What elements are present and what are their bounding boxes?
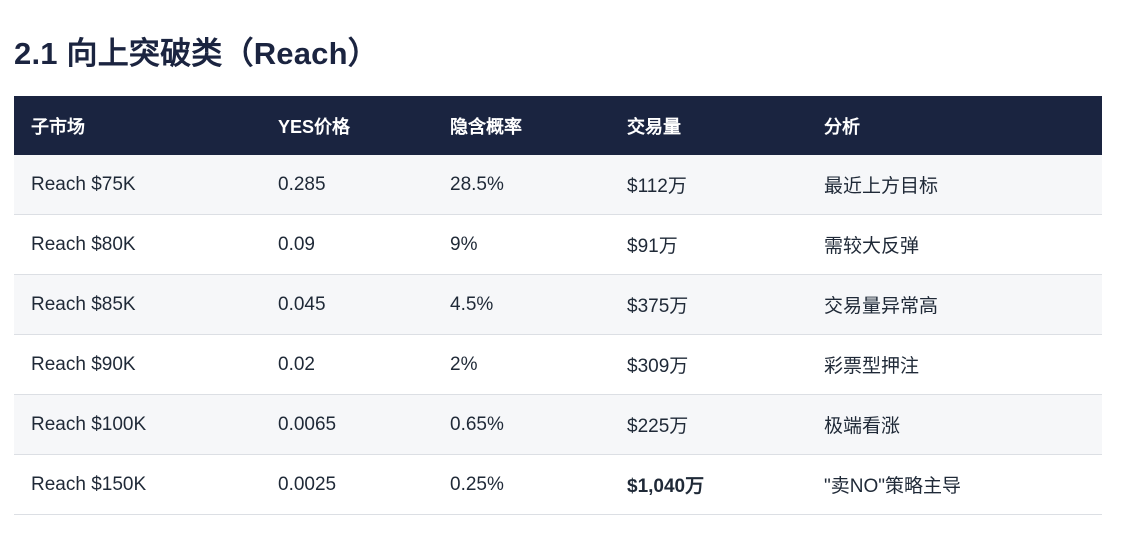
header-implied-probability: 隐含概率: [450, 116, 522, 137]
cell-probability: 4.5%: [433, 274, 610, 335]
cell-probability: 0.65%: [433, 394, 610, 455]
table-row: Reach $100K 0.0065 0.65% $225万 极端看涨: [14, 394, 1102, 455]
cell-volume: $225万: [610, 394, 807, 455]
cell-analysis: 彩票型押注: [807, 334, 1102, 395]
cell-analysis: 交易量异常高: [807, 274, 1102, 335]
cell-yes-price: 0.045: [261, 274, 433, 335]
header-yes-price: YES价格: [278, 116, 351, 137]
cell-yes-price: 0.0065: [261, 394, 433, 455]
cell-market: Reach $80K: [14, 214, 261, 275]
cell-probability: 28.5%: [433, 155, 610, 215]
cell-analysis: "卖NO"策略主导: [807, 454, 1102, 515]
reach-markets-table: 子市场 YES价格 隐含概率 交易量 分析 Reach $75K 0.285 2…: [14, 96, 1102, 515]
cell-analysis: 极端看涨: [807, 394, 1102, 455]
table-row: Reach $90K 0.02 2% $309万 彩票型押注: [14, 334, 1102, 395]
cell-probability: 9%: [433, 214, 610, 275]
cell-analysis: 需较大反弹: [807, 214, 1102, 275]
cell-yes-price: 0.285: [261, 155, 433, 215]
cell-yes-price: 0.02: [261, 334, 433, 395]
header-analysis: 分析: [824, 116, 860, 137]
cell-yes-price: 0.0025: [261, 454, 433, 515]
header-submarket: 子市场: [31, 116, 85, 137]
cell-market: Reach $75K: [14, 155, 261, 215]
table-row: Reach $150K 0.0025 0.25% $1,040万 "卖NO"策略…: [14, 454, 1102, 515]
table-row: Reach $85K 0.045 4.5% $375万 交易量异常高: [14, 274, 1102, 335]
cell-market: Reach $90K: [14, 334, 261, 395]
cell-volume: $309万: [610, 334, 807, 395]
cell-volume: $375万: [610, 274, 807, 335]
cell-yes-price: 0.09: [261, 214, 433, 275]
cell-probability: 2%: [433, 334, 610, 395]
cell-volume-highlight: $1,040万: [610, 454, 807, 515]
cell-volume: $91万: [610, 214, 807, 275]
cell-volume: $112万: [610, 155, 807, 215]
table-row: Reach $75K 0.285 28.5% $112万 最近上方目标: [14, 155, 1102, 215]
table-header-row: 子市场 YES价格 隐含概率 交易量 分析: [14, 96, 1102, 155]
cell-analysis: 最近上方目标: [807, 155, 1102, 215]
cell-market: Reach $150K: [14, 454, 261, 515]
header-volume: 交易量: [627, 116, 681, 137]
cell-market: Reach $85K: [14, 274, 261, 335]
table-row: Reach $80K 0.09 9% $91万 需较大反弹: [14, 214, 1102, 275]
section-title: 2.1 向上突破类（Reach）: [14, 36, 379, 71]
cell-probability: 0.25%: [433, 454, 610, 515]
cell-market: Reach $100K: [14, 394, 261, 455]
